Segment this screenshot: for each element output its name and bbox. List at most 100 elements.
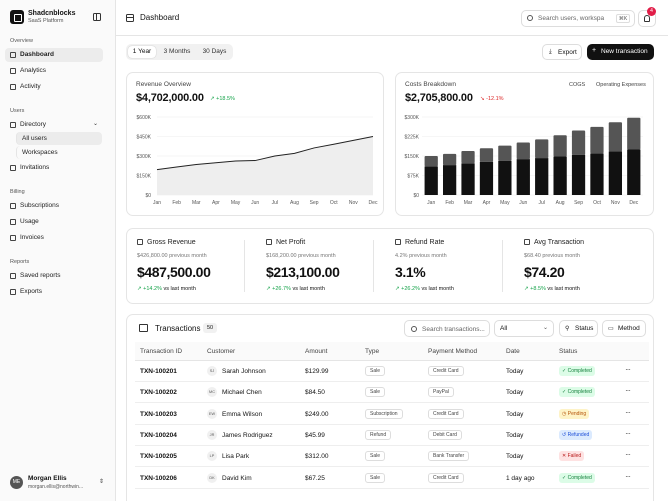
chevron-down-icon: ⌄ xyxy=(542,325,548,331)
sidebar-item-label: All users xyxy=(22,135,47,142)
x-tick-label: May xyxy=(500,200,510,206)
table-row[interactable]: TXN-100205 LP Lisa Park $312.00 Sale Bank Tra… xyxy=(135,446,649,468)
bar-cogs xyxy=(479,161,494,195)
payment-method-badge: PayPal xyxy=(428,387,454,398)
user-menu[interactable]: ME Morgan Ellis morgan.ellis@northwin...… xyxy=(10,474,106,494)
sidebar-item-activity[interactable]: Activity xyxy=(5,80,103,94)
download-icon xyxy=(10,289,16,295)
table-row[interactable]: TXN-100202 MC Michael Chen $84.50 Sale PayPal… xyxy=(135,382,649,404)
sidebar-item-invitations[interactable]: Invitations xyxy=(5,161,103,175)
sidebar-item-label: Exports xyxy=(20,288,43,295)
status-icon: ✓ xyxy=(562,368,568,374)
top-bar: Dashboard Search users, workspa ⌘K 4 xyxy=(116,0,668,36)
search-icon xyxy=(527,15,533,21)
amount: $249.00 xyxy=(305,410,329,418)
divider xyxy=(502,240,503,292)
trend-down-icon: ↘ xyxy=(480,96,487,102)
y-tick-label: $450K xyxy=(137,135,152,141)
col-amount[interactable]: Amount xyxy=(305,348,328,355)
dashboard-icon xyxy=(126,14,134,22)
x-tick-label: Jan xyxy=(427,200,435,206)
type-filter-select[interactable]: All ⌄ xyxy=(494,320,554,337)
user-name: Morgan Ellis xyxy=(28,475,67,482)
brand[interactable]: Shadcnblocks SaaS Platform xyxy=(10,10,110,26)
stat-previous: $68.40 previous month xyxy=(524,253,580,259)
sidebar-item-workspaces[interactable]: Workspaces xyxy=(16,146,102,159)
more-actions-icon[interactable]: ··· xyxy=(625,428,631,438)
sidebar-toggle-icon[interactable] xyxy=(93,13,101,21)
sidebar-item-usage[interactable]: Usage xyxy=(5,215,103,229)
export-button[interactable]: ⤓ Export xyxy=(542,44,582,60)
sidebar: Shadcnblocks SaaS Platform Overview Dash… xyxy=(0,0,116,501)
amount: $312.00 xyxy=(305,453,329,461)
stat-value: 3.1% xyxy=(395,264,426,280)
method-filter-button[interactable]: ▭ Method xyxy=(602,320,646,337)
more-actions-icon[interactable]: ··· xyxy=(625,450,631,460)
x-tick-label: Jan xyxy=(153,200,161,206)
transactions-search-input[interactable]: Search transactions... xyxy=(404,320,490,337)
tab-30-days[interactable]: 30 Days xyxy=(202,48,227,55)
stat-title: Gross Revenue xyxy=(147,239,196,246)
stat-change-value: +26.7% xyxy=(272,286,291,292)
col-payment-method[interactable]: Payment Method xyxy=(428,348,478,355)
status-label: Refunded xyxy=(567,431,590,438)
col-transaction-id[interactable]: Transaction ID xyxy=(140,348,183,355)
status-badge: ✓ Completed xyxy=(559,387,595,398)
customer-initials: EW xyxy=(207,408,217,419)
stat-title: Refund Rate xyxy=(405,239,445,246)
table-row[interactable]: TXN-100206 DK David Kim $67.25 Sale Credit Ca… xyxy=(135,468,649,489)
tab-3-months[interactable]: 3 Months xyxy=(163,48,191,55)
y-tick-label: $300K xyxy=(405,115,420,121)
col-type[interactable]: Type xyxy=(365,348,380,355)
stat-vs: vs last month xyxy=(163,286,196,292)
stat-net-profit: Net Profit $168,200.00 previous month $2… xyxy=(266,229,396,292)
more-actions-icon[interactable]: ··· xyxy=(625,407,631,417)
table-row[interactable]: TXN-100203 EW Emma Wilson $249.00 Subscripti… xyxy=(135,404,649,425)
sidebar-item-invoices[interactable]: Invoices xyxy=(5,231,103,245)
more-actions-icon[interactable]: ··· xyxy=(625,365,631,374)
col-status[interactable]: Status xyxy=(559,348,578,355)
stat-change: ↗ +26.2% vs last month xyxy=(395,286,454,292)
wallet-icon xyxy=(266,239,272,245)
x-tick-label: Dec xyxy=(369,200,378,206)
sidebar-item-saved-reports[interactable]: Saved reports xyxy=(5,269,103,283)
status-filter-button[interactable]: ⚲ Status xyxy=(559,320,598,337)
status-icon: ✓ xyxy=(562,389,568,396)
global-search-input[interactable]: Search users, workspa ⌘K xyxy=(521,10,635,27)
x-tick-label: Mar xyxy=(464,200,473,206)
customer-initials: DK xyxy=(207,472,217,483)
x-tick-label: Sep xyxy=(310,200,319,206)
type-badge: Sale xyxy=(365,387,386,398)
trend-up-icon: ↗ xyxy=(266,286,273,292)
col-date[interactable]: Date xyxy=(506,348,520,355)
card-icon xyxy=(524,239,530,245)
sidebar-item-dashboard[interactable]: Dashboard xyxy=(5,48,103,62)
col-customer[interactable]: Customer xyxy=(207,348,236,355)
stat-vs: vs last month xyxy=(292,286,325,292)
x-tick-label: Jul xyxy=(272,200,278,206)
status-badge: ✓ Completed xyxy=(559,366,595,376)
sidebar-item-analytics[interactable]: Analytics xyxy=(5,64,103,78)
sidebar-item-all-users[interactable]: All users xyxy=(16,132,102,145)
tab-1-year[interactable]: 1 Year xyxy=(128,46,156,58)
bar-operating-expenses xyxy=(627,117,641,150)
status-label: Completed xyxy=(567,368,592,374)
table-row[interactable]: TXN-100204 JR James Rodriguez $45.99 Refund D… xyxy=(135,425,649,446)
bar-cogs xyxy=(498,160,512,195)
sidebar-item-subscriptions[interactable]: Subscriptions xyxy=(5,199,103,213)
customer-name: Emma Wilson xyxy=(222,410,263,418)
sidebar-item-exports[interactable]: Exports xyxy=(5,285,103,299)
date: Today xyxy=(506,368,524,375)
table-row[interactable]: TXN-100201 SJ Sarah Johnson $129.99 Sale Cred… xyxy=(135,361,649,382)
new-transaction-button[interactable]: + New transaction xyxy=(587,44,654,60)
status-badge: ◷ Pending xyxy=(559,408,590,419)
sidebar-item-directory[interactable]: Directory ⌄ xyxy=(5,118,103,132)
x-tick-label: Sep xyxy=(574,200,583,206)
x-tick-label: Jun xyxy=(251,200,259,206)
revenue-chart: $0 $150K $300K $450K $600K Jan Feb Mar Apr May Jun… xyxy=(137,115,378,206)
sidebar-item-label: Analytics xyxy=(20,67,47,74)
customer-initials: JR xyxy=(207,429,217,440)
more-actions-icon[interactable]: ··· xyxy=(625,471,631,481)
new-transaction-label: New transaction xyxy=(601,48,648,55)
more-actions-icon[interactable]: ··· xyxy=(625,386,631,396)
